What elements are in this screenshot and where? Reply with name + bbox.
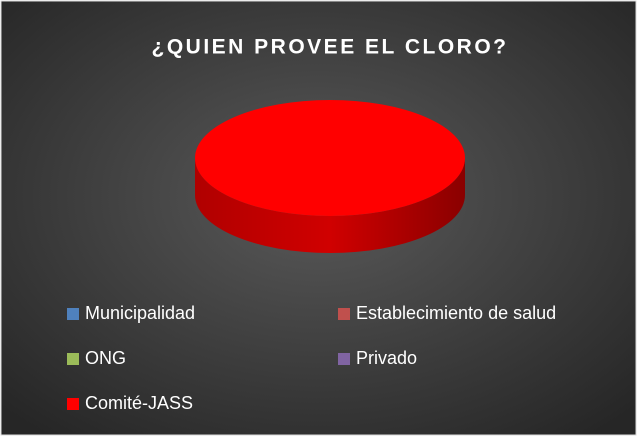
- legend-label: Municipalidad: [85, 303, 195, 323]
- legend-swatch: [67, 308, 79, 320]
- pie-side: [195, 158, 465, 253]
- legend-label: ONG: [85, 348, 126, 368]
- legend-label: Comité-JASS: [85, 393, 193, 413]
- pie: [195, 100, 465, 253]
- legend: Municipalidad Establecimiento de salud ONG…: [67, 303, 556, 413]
- legend-label: Establecimiento de salud: [356, 303, 556, 323]
- legend-swatch: [67, 353, 79, 365]
- pie-slice: [195, 100, 465, 216]
- chart-title: ¿QUIEN PROVEE EL CLORO?: [152, 36, 509, 59]
- legend-label: Privado: [356, 348, 417, 368]
- legend-swatch: [338, 308, 350, 320]
- legend-swatch: [338, 353, 350, 365]
- legend-swatch: [67, 398, 79, 410]
